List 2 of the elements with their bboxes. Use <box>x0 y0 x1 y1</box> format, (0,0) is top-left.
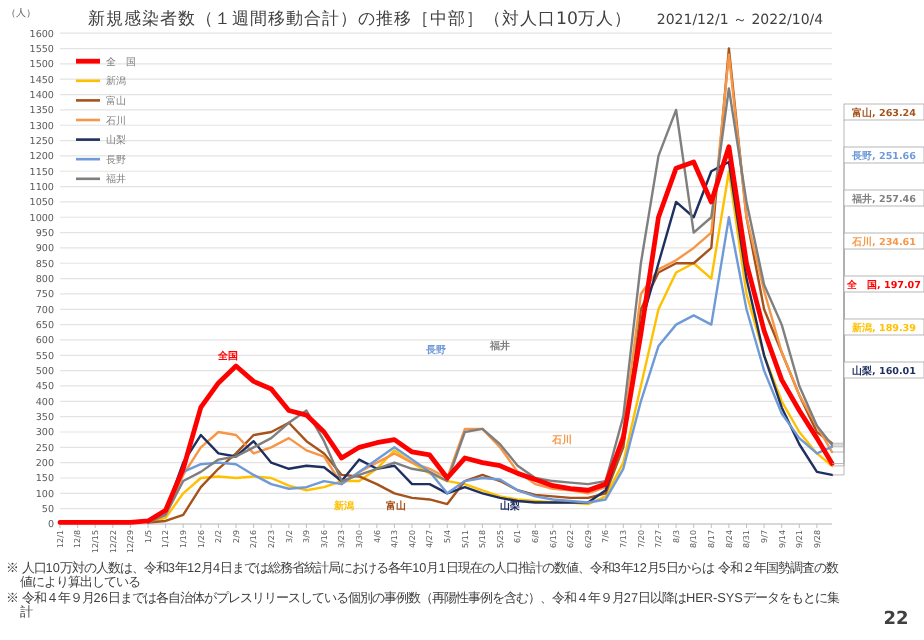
text: 22 <box>883 610 909 630</box>
title: 新規感染者数（１週間移動合計）の推移［中部］（対人口10万人） <box>88 10 632 30</box>
